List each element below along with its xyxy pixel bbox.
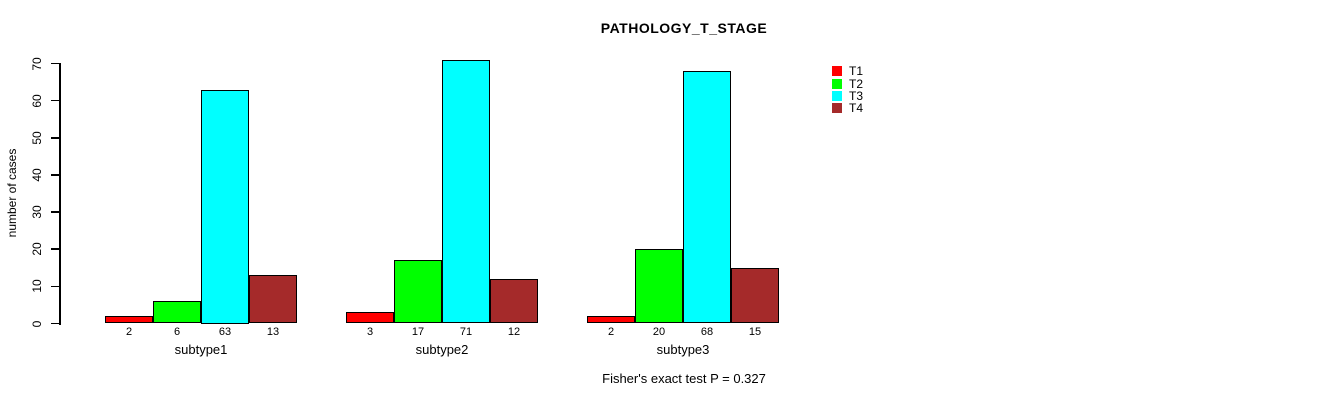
y-axis-tick-label: 40 bbox=[30, 168, 44, 182]
bar-value-label: 63 bbox=[218, 326, 232, 338]
y-axis-tick-label: 20 bbox=[30, 242, 44, 256]
bar-value-label: 2 bbox=[607, 326, 615, 338]
y-axis-tick-label: 30 bbox=[30, 205, 44, 219]
legend: T1 T2 T3 T4 bbox=[832, 65, 863, 115]
bar-t2-subtype1 bbox=[153, 301, 201, 324]
legend-label: T1 bbox=[849, 64, 864, 79]
y-axis-tick bbox=[51, 285, 59, 288]
category-label-subtype1: subtype1 bbox=[174, 342, 228, 357]
bar-t2-subtype2 bbox=[394, 260, 442, 324]
bar-t3-subtype1 bbox=[201, 89, 249, 324]
legend-item-t4: T4 bbox=[832, 102, 863, 114]
bar-t4-subtype1 bbox=[249, 275, 297, 324]
bar-value-label: 6 bbox=[173, 326, 181, 338]
bar-t4-subtype3 bbox=[731, 267, 779, 324]
category-label-subtype2: subtype2 bbox=[415, 342, 469, 357]
y-axis-tick bbox=[51, 322, 59, 325]
legend-swatch-t2 bbox=[832, 78, 842, 89]
y-axis-tick bbox=[51, 248, 59, 250]
bar-t1-subtype3 bbox=[587, 316, 635, 324]
legend-item-t1: T1 bbox=[832, 65, 863, 77]
y-axis-tick-label: 0 bbox=[30, 320, 44, 327]
bar-t3-subtype3 bbox=[683, 70, 731, 324]
legend-label: T4 bbox=[849, 101, 864, 116]
category-label-subtype3: subtype3 bbox=[656, 342, 710, 357]
bar-value-label: 71 bbox=[459, 326, 473, 338]
bar-value-label: 20 bbox=[652, 326, 666, 338]
legend-label: T3 bbox=[849, 88, 864, 103]
bar-value-label: 2 bbox=[125, 326, 133, 338]
y-axis-tick-label: 10 bbox=[30, 279, 44, 294]
legend-swatch-t4 bbox=[832, 103, 842, 114]
footer-note: Fisher's exact test P = 0.327 bbox=[602, 371, 766, 386]
legend-label: T2 bbox=[849, 76, 864, 91]
y-axis-tick bbox=[51, 99, 59, 102]
y-axis-tick bbox=[51, 62, 59, 65]
y-axis-tick bbox=[51, 174, 59, 176]
bar-value-label: 12 bbox=[507, 326, 521, 338]
bar-value-label: 15 bbox=[748, 326, 762, 338]
bar-value-label: 13 bbox=[266, 326, 280, 338]
legend-item-t2: T2 bbox=[832, 76, 864, 91]
bar-value-label: 17 bbox=[411, 326, 425, 338]
bar-t1-subtype1 bbox=[105, 316, 153, 324]
y-axis-tick-label: 60 bbox=[30, 93, 44, 108]
bar-t1-subtype2 bbox=[346, 312, 394, 324]
y-axis-tick bbox=[51, 137, 59, 139]
legend-item-t3: T3 bbox=[832, 90, 863, 102]
legend-swatch-t1 bbox=[832, 66, 842, 77]
bar-value-label: 68 bbox=[700, 326, 714, 338]
bar-t3-subtype2 bbox=[442, 59, 490, 324]
y-axis-tick-label: 70 bbox=[30, 56, 44, 71]
chart-title: PATHOLOGY_T_STAGE bbox=[600, 20, 768, 36]
bar-t4-subtype2 bbox=[490, 278, 538, 324]
legend-swatch-t3 bbox=[832, 90, 842, 101]
y-axis-line bbox=[59, 62, 61, 325]
bar-value-label: 3 bbox=[366, 326, 374, 338]
y-axis-tick-label: 50 bbox=[30, 131, 44, 145]
bar-t2-subtype3 bbox=[635, 249, 683, 324]
y-axis-tick bbox=[51, 211, 59, 213]
